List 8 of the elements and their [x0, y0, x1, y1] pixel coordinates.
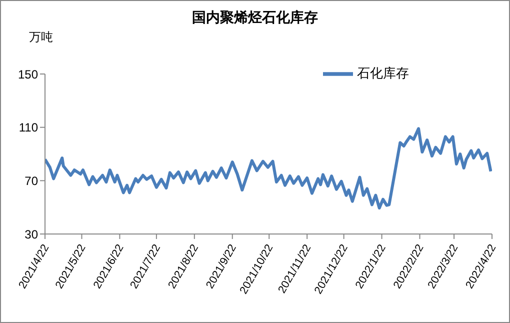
legend-label: 石化库存 [357, 65, 409, 80]
y-tick-label: 30 [24, 227, 38, 242]
y-tick-label: 110 [18, 120, 38, 135]
y-axis-title: 万吨 [29, 29, 53, 46]
line-series [45, 127, 492, 210]
y-tick-label: 150 [18, 67, 38, 82]
chart-title: 国内聚烯烃石化库存 [191, 9, 319, 27]
y-tick-label: 70 [24, 174, 38, 188]
